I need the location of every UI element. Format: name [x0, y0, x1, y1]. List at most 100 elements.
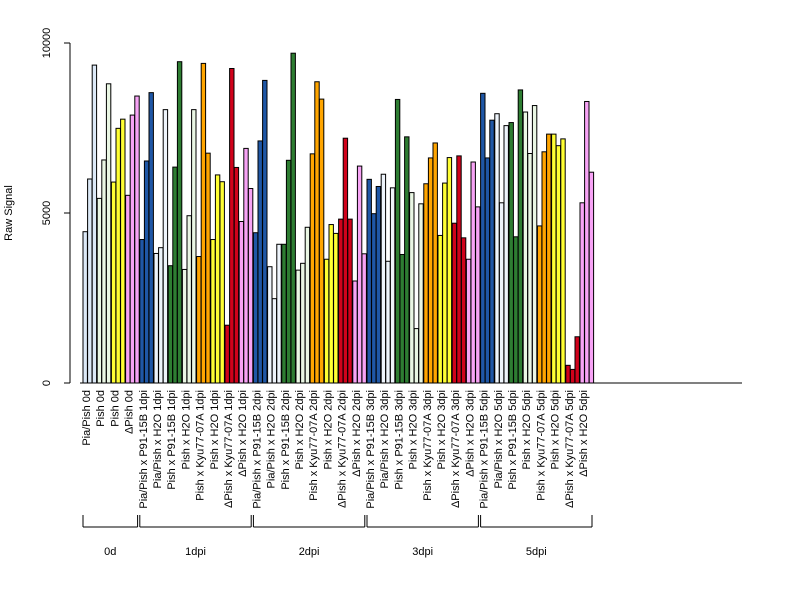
bar	[371, 213, 377, 384]
bar	[158, 247, 164, 384]
x-tick-label: Pish 0d	[95, 390, 107, 427]
bar	[442, 182, 448, 384]
x-tick-label: Pia/Pish x P91-15B 1dpi	[138, 390, 150, 509]
bar	[318, 98, 325, 384]
bar	[333, 232, 339, 384]
x-tick-label: Pia/Pish x P91-15B 2dpi	[251, 390, 263, 509]
bar	[120, 118, 126, 384]
bar	[181, 268, 188, 384]
bar	[328, 224, 334, 384]
bar	[271, 298, 278, 384]
bar	[238, 221, 245, 384]
bar	[162, 109, 169, 384]
bar	[148, 92, 154, 384]
bar	[389, 187, 396, 384]
x-tick-label: Pish x Kyu77-07A 1dpi	[195, 390, 207, 501]
bar	[196, 256, 202, 384]
bar	[356, 165, 363, 384]
bar	[186, 215, 192, 384]
x-tick-label: ΔPish 0d	[124, 390, 136, 434]
bar	[129, 114, 136, 384]
bar	[361, 253, 367, 384]
bar	[437, 234, 443, 384]
bar	[309, 153, 316, 384]
bar	[176, 61, 183, 384]
bar	[115, 127, 121, 384]
bar	[456, 155, 462, 384]
bar	[91, 64, 98, 384]
bar	[404, 136, 410, 384]
bar	[446, 157, 453, 384]
bar	[513, 236, 519, 384]
bar	[210, 239, 216, 384]
bar	[423, 183, 429, 384]
x-tick-label: ΔPish x H2O 5dpi	[578, 390, 590, 477]
x-tick-label: Pish x H2O 2dpi	[294, 390, 306, 469]
bar	[290, 52, 296, 384]
y-tick-label: 5000	[41, 201, 53, 225]
bar	[565, 364, 571, 384]
x-tick-label: ΔPish x H2O 1dpi	[237, 390, 249, 477]
bar	[243, 147, 249, 384]
y-tick-label: 10000	[41, 28, 53, 59]
bar	[579, 202, 585, 384]
bar	[475, 206, 481, 384]
x-tick-label: Pish x P91-15B 3dpi	[393, 390, 405, 490]
bar	[247, 188, 254, 384]
bar	[143, 160, 150, 384]
x-tick-label: Pia/Pish x H2O 2dpi	[266, 390, 278, 488]
bar	[489, 119, 495, 384]
bar	[555, 145, 562, 384]
x-tick-label: Pish x H2O 1dpi	[209, 390, 221, 469]
x-tick-label: ΔPish x Kyu77-07A 5dpi	[564, 390, 576, 508]
bar	[517, 89, 524, 384]
x-tick-label: Pish x H2O 1dpi	[180, 390, 192, 469]
bar	[385, 260, 391, 384]
bar	[498, 202, 505, 384]
bar	[531, 105, 538, 384]
x-tick-label: Pish x Kyu77-07A 3dpi	[422, 390, 434, 501]
group-label: 5dpi	[526, 546, 547, 558]
bar	[522, 111, 529, 384]
bar	[214, 174, 221, 384]
bar	[205, 152, 211, 384]
x-tick-label: Pish x P91-15B 5dpi	[507, 390, 519, 490]
bar	[409, 192, 415, 384]
y-tick-label: 0	[41, 380, 53, 386]
bar	[101, 159, 107, 384]
bar	[418, 203, 424, 384]
x-tick-label: Pish x H2O 3dpi	[408, 390, 420, 469]
x-tick-label: Pish x P91-15B 2dpi	[280, 390, 292, 490]
bar	[125, 194, 131, 384]
bar	[541, 151, 547, 384]
bar	[295, 269, 301, 384]
bar	[451, 222, 458, 384]
bar	[588, 171, 595, 384]
group-label: 0d	[104, 546, 116, 558]
bar	[399, 253, 405, 384]
bar	[153, 252, 159, 384]
bar	[484, 157, 491, 384]
bar	[139, 239, 145, 384]
bar	[224, 324, 230, 384]
bar	[262, 79, 268, 384]
x-tick-label: ΔPish x H2O 2dpi	[351, 390, 363, 477]
bar	[191, 109, 197, 384]
group-label: 3dpi	[412, 546, 433, 558]
x-tick-label: Pish x P91-15B 1dpi	[166, 390, 178, 490]
bar	[167, 265, 174, 384]
x-tick-label: Pish x H2O 5dpi	[521, 390, 533, 469]
bar	[432, 142, 438, 384]
bar	[304, 226, 311, 384]
bar	[494, 113, 500, 384]
x-tick-label: Pish x Kyu77-07A 5dpi	[535, 390, 547, 501]
x-tick-label: Pia/Pish x H2O 5dpi	[493, 390, 505, 488]
x-tick-label: Pia/Pish x P91-15B 3dpi	[365, 390, 377, 509]
bar	[394, 98, 401, 384]
x-tick-label: ΔPish x Kyu77-07A 2dpi	[337, 390, 349, 508]
bar	[342, 137, 349, 384]
bar	[347, 218, 353, 384]
bar	[470, 161, 476, 384]
bar	[233, 166, 240, 384]
